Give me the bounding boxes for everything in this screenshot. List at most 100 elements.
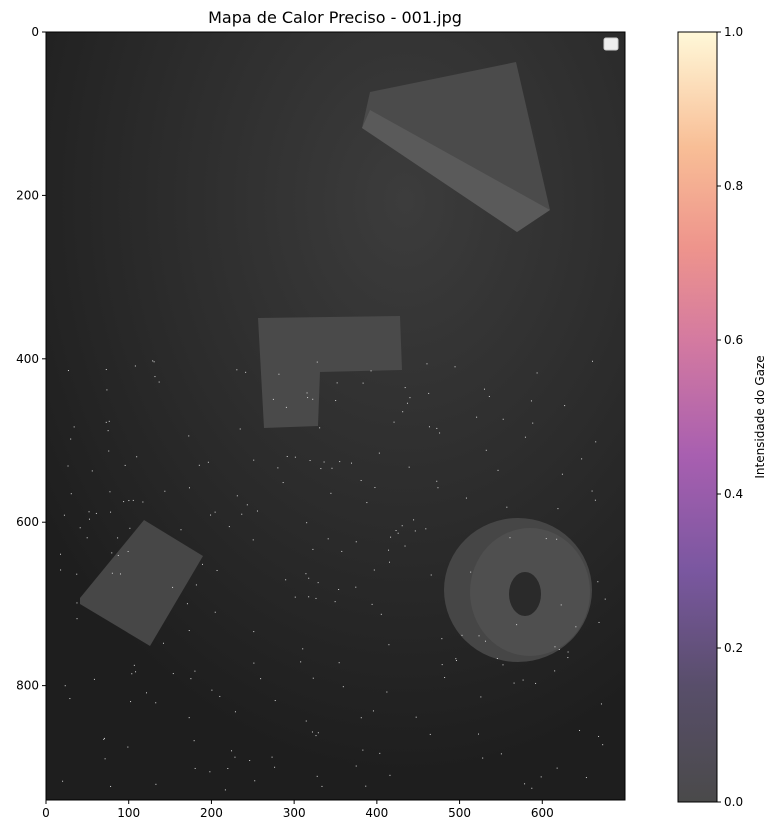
gaze-point xyxy=(260,678,262,680)
gaze-point xyxy=(79,527,81,529)
gaze-point xyxy=(554,670,556,672)
gaze-point xyxy=(388,549,390,551)
gaze-points xyxy=(60,360,606,791)
gaze-point xyxy=(338,588,340,590)
gaze-point xyxy=(465,497,467,499)
x-tick-label: 0 xyxy=(42,806,50,820)
gaze-point xyxy=(127,551,129,553)
gaze-point xyxy=(509,537,511,539)
gaze-point xyxy=(76,602,78,604)
gaze-point xyxy=(436,480,438,482)
gaze-point xyxy=(154,376,156,378)
gaze-point xyxy=(502,418,504,420)
gaze-point xyxy=(245,371,247,373)
gaze-point xyxy=(441,664,443,666)
gaze-point xyxy=(404,545,406,547)
gaze-point xyxy=(155,702,157,704)
gaze-point xyxy=(172,673,174,675)
plot-area xyxy=(46,32,625,800)
gaze-point xyxy=(558,648,560,650)
gaze-point xyxy=(516,624,518,626)
gaze-point xyxy=(188,435,190,437)
gaze-point xyxy=(350,462,352,464)
gaze-point xyxy=(429,733,431,735)
triangle-shape-side xyxy=(362,110,550,232)
gaze-point xyxy=(311,731,313,733)
gaze-point xyxy=(439,432,441,434)
gaze-point xyxy=(497,469,499,471)
background-photo xyxy=(46,32,625,800)
gaze-point xyxy=(110,511,112,513)
gaze-point xyxy=(371,603,373,605)
gaze-point xyxy=(395,530,397,532)
gaze-point xyxy=(201,563,203,565)
gaze-point xyxy=(127,746,129,748)
gaze-point xyxy=(362,749,364,751)
gaze-point xyxy=(86,537,88,539)
gaze-point xyxy=(478,733,480,735)
y-tick-label: 0 xyxy=(31,25,39,39)
gaze-point xyxy=(598,621,600,623)
gaze-point xyxy=(274,700,276,702)
gaze-point xyxy=(158,381,160,383)
gaze-point xyxy=(117,554,119,556)
gaze-point xyxy=(415,716,417,718)
gaze-point xyxy=(380,613,382,615)
gaze-point xyxy=(253,631,255,633)
gaze-point xyxy=(88,518,90,520)
x-tick-label: 500 xyxy=(448,806,471,820)
gaze-point xyxy=(214,511,216,513)
gaze-point xyxy=(602,744,604,746)
gaze-point xyxy=(355,541,357,543)
gaze-point xyxy=(123,501,125,503)
gaze-point xyxy=(63,514,65,516)
gaze-point xyxy=(136,456,138,458)
gaze-point xyxy=(272,398,274,400)
gaze-point xyxy=(373,569,375,571)
gaze-point xyxy=(135,671,137,673)
gaze-point xyxy=(302,648,304,650)
x-tick-label: 100 xyxy=(117,806,140,820)
gaze-point xyxy=(95,512,97,514)
gaze-point xyxy=(320,468,322,470)
gaze-point xyxy=(409,397,411,399)
gaze-point xyxy=(540,776,542,778)
colorbar xyxy=(677,31,718,803)
gaze-point xyxy=(428,426,430,428)
gaze-point xyxy=(567,651,569,653)
gaze-point xyxy=(70,438,72,440)
gaze-point xyxy=(386,691,388,693)
gaze-point xyxy=(253,662,255,664)
gaze-point xyxy=(372,710,374,712)
gaze-point xyxy=(76,573,78,575)
gaze-point xyxy=(104,758,106,760)
colorbar-tick-label: 0.4 xyxy=(724,487,743,501)
gaze-point xyxy=(286,455,288,457)
gaze-point xyxy=(305,573,307,575)
gaze-point xyxy=(476,416,478,418)
gaze-point xyxy=(190,678,192,680)
gaze-point xyxy=(307,397,309,399)
gaze-point xyxy=(530,400,532,402)
gaze-point xyxy=(362,382,364,384)
gaze-point xyxy=(478,635,480,637)
gaze-point xyxy=(236,495,238,497)
gaze-point xyxy=(414,530,416,532)
gaze-point xyxy=(308,577,310,579)
gaze-point xyxy=(436,427,438,429)
gaze-point xyxy=(595,441,597,443)
gaze-point xyxy=(309,460,311,462)
gaze-point xyxy=(536,372,538,374)
gaze-point xyxy=(130,701,132,703)
gaze-point xyxy=(312,677,314,679)
gaze-point xyxy=(285,579,287,581)
gaze-point xyxy=(338,662,340,664)
gaze-point xyxy=(545,538,547,540)
gaze-point xyxy=(336,382,338,384)
gaze-point xyxy=(579,729,581,731)
gaze-point xyxy=(425,528,427,530)
gaze-point xyxy=(485,449,487,451)
gaze-point xyxy=(556,767,558,769)
gaze-point xyxy=(195,584,197,586)
